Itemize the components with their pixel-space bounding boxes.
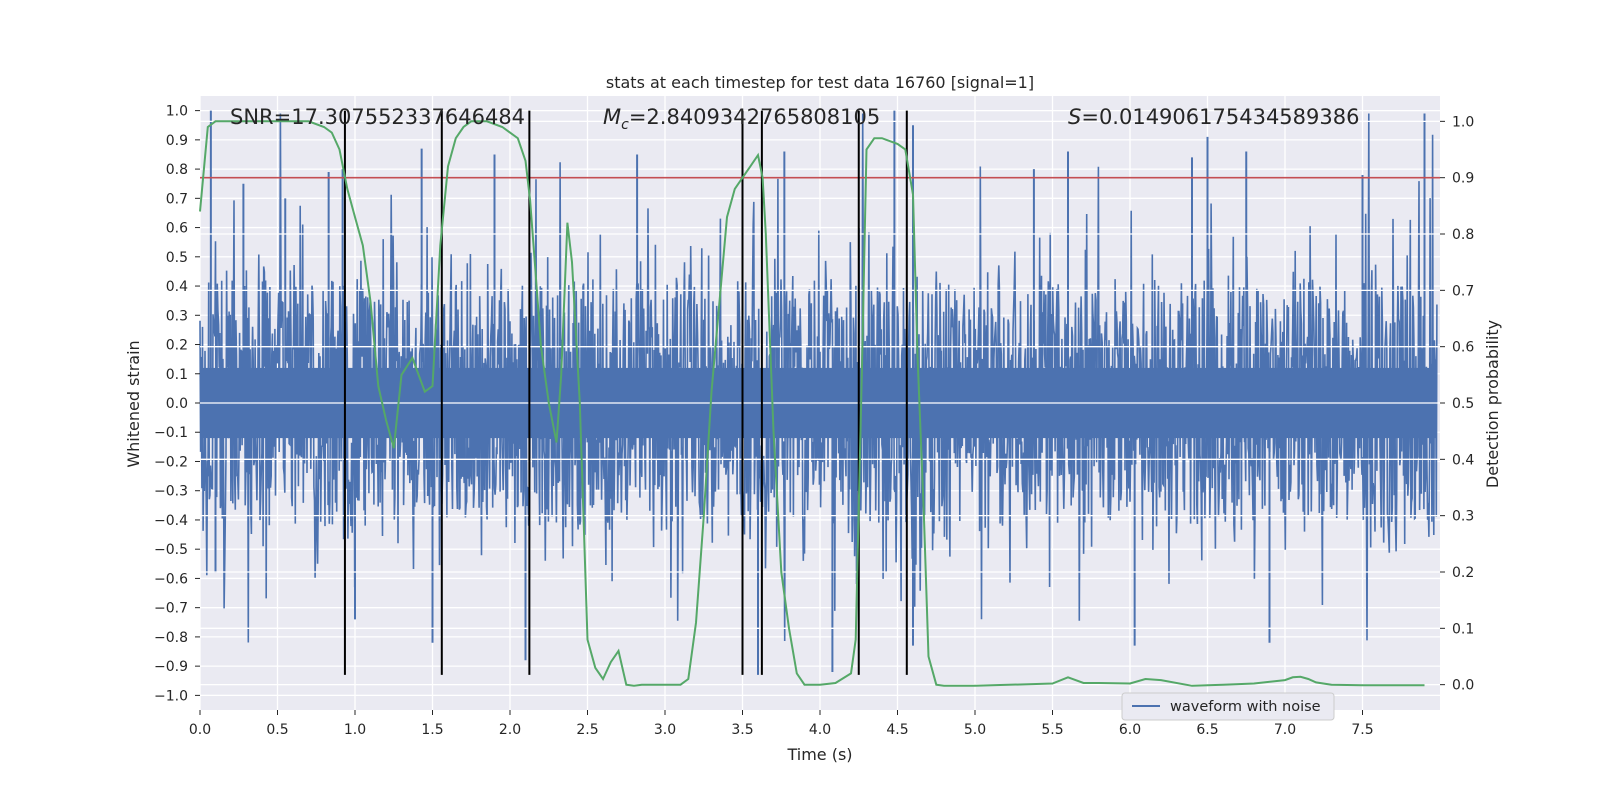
y-tick-label: 0.6 bbox=[166, 221, 188, 237]
y2-axis-title: Detection probability bbox=[1483, 320, 1502, 488]
y-tick-label: −0.9 bbox=[154, 659, 188, 675]
y2-tick-label: 0.2 bbox=[1452, 565, 1474, 581]
y2-tick-label: 0.1 bbox=[1452, 621, 1474, 637]
y2-tick-label: 0.3 bbox=[1452, 509, 1474, 525]
x-tick-label: 0.5 bbox=[266, 722, 288, 738]
y-tick-label: 0.0 bbox=[166, 396, 188, 412]
x-tick-label: 5.0 bbox=[964, 722, 986, 738]
x-tick-label: 3.5 bbox=[731, 722, 753, 738]
legend-label: waveform with noise bbox=[1170, 699, 1321, 715]
x-tick-label: 1.0 bbox=[344, 722, 366, 738]
x-tick-label: 4.0 bbox=[809, 722, 831, 738]
mc-value: =2.8409342765808105 bbox=[629, 105, 880, 129]
y2-tick-label: 0.7 bbox=[1452, 283, 1474, 299]
y-tick-label: −0.7 bbox=[154, 601, 188, 617]
chart: 0.0 0.5 1.0 1.5 2.0 2.5 3.0 3.5 4.0 4.5 5.0 5.5 6.0 6… bbox=[0, 0, 1600, 800]
y2-tick-label: 1.0 bbox=[1452, 114, 1474, 130]
mc-symbol: M bbox=[603, 105, 621, 129]
x-tick-label: 2.0 bbox=[499, 722, 521, 738]
y-tick-label: 0.8 bbox=[166, 162, 188, 178]
x-tick-label: 2.5 bbox=[576, 722, 598, 738]
chart-title: stats at each timestep for test data 167… bbox=[606, 73, 1034, 92]
legend: waveform with noise bbox=[1122, 693, 1334, 720]
y-tick-label: −0.1 bbox=[154, 425, 188, 441]
y-tick-label: 1.0 bbox=[166, 104, 188, 120]
y-tick-label: −1.0 bbox=[154, 688, 188, 704]
y-tick-label: 0.3 bbox=[166, 308, 188, 324]
y-tick-label: 0.9 bbox=[166, 133, 188, 149]
y-tick-label: 0.1 bbox=[166, 367, 188, 383]
y2-tick-label: 0.6 bbox=[1452, 340, 1474, 356]
y2-tick-label: 0.9 bbox=[1452, 171, 1474, 187]
s-symbol: S bbox=[1068, 105, 1081, 129]
y-tick-label: 0.7 bbox=[166, 191, 188, 207]
snr-annotation: SNR=17.307552337646484 bbox=[230, 105, 525, 129]
x-tick-label: 6.0 bbox=[1119, 722, 1141, 738]
y-tick-label: −0.6 bbox=[154, 571, 188, 587]
x-tick-label: 7.5 bbox=[1351, 722, 1373, 738]
y-tick-label: −0.3 bbox=[154, 484, 188, 500]
y-tick-label: −0.5 bbox=[154, 542, 188, 558]
y-tick-label: −0.4 bbox=[154, 513, 188, 529]
x-tick-label: 0.0 bbox=[189, 722, 211, 738]
s-annotation: S=0.014906175434589386 bbox=[1068, 105, 1359, 129]
mc-annotation: Mc=2.8409342765808105 bbox=[603, 105, 880, 133]
y2-tick-label: 0.4 bbox=[1452, 452, 1474, 468]
y-tick-label: 0.4 bbox=[166, 279, 188, 295]
x-tick-label: 4.5 bbox=[886, 722, 908, 738]
s-value: =0.014906175434589386 bbox=[1081, 105, 1359, 129]
x-tick-label: 1.5 bbox=[421, 722, 443, 738]
y2-tick-label: 0.0 bbox=[1452, 678, 1474, 694]
x-axis-title: Time (s) bbox=[786, 745, 852, 764]
x-tick-label: 6.5 bbox=[1196, 722, 1218, 738]
y2-tick-label: 0.8 bbox=[1452, 227, 1474, 243]
y2-tick-label: 0.5 bbox=[1452, 396, 1474, 412]
x-tick-label: 3.0 bbox=[654, 722, 676, 738]
y-tick-label: 0.5 bbox=[166, 250, 188, 266]
x-tick-label: 7.0 bbox=[1274, 722, 1296, 738]
y-axis-title: Whitened strain bbox=[124, 340, 143, 467]
y-tick-label: 0.2 bbox=[166, 338, 188, 354]
y-tick-label: −0.2 bbox=[154, 454, 188, 470]
y-tick-label: −0.8 bbox=[154, 630, 188, 646]
x-tick-label: 5.5 bbox=[1041, 722, 1063, 738]
